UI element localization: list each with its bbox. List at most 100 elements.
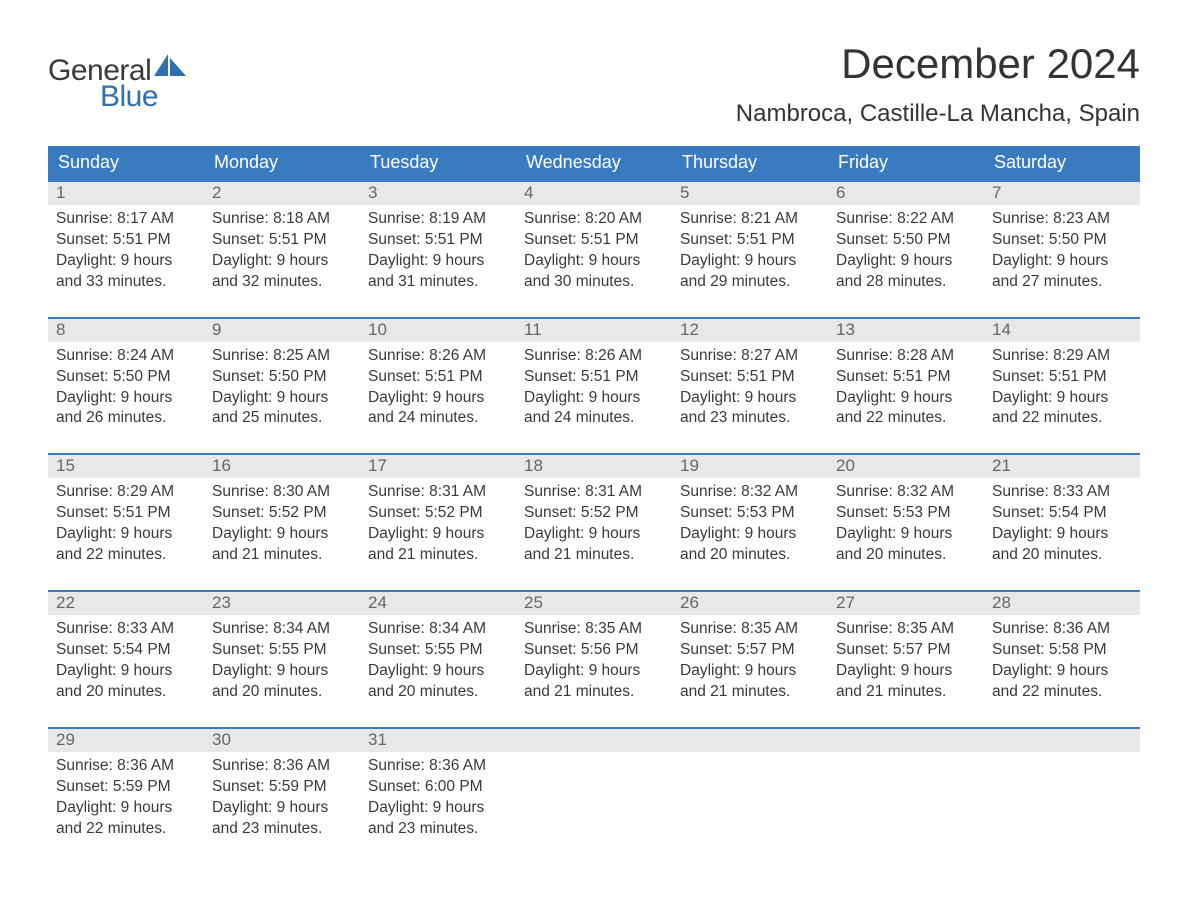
day-cell: Sunrise: 8:20 AMSunset: 5:51 PMDaylight:… bbox=[516, 205, 672, 299]
day-cell: Sunrise: 8:29 AMSunset: 5:51 PMDaylight:… bbox=[984, 342, 1140, 436]
day-cell: Sunrise: 8:36 AMSunset: 5:59 PMDaylight:… bbox=[48, 752, 204, 846]
week-row: 891011121314Sunrise: 8:24 AMSunset: 5:50… bbox=[48, 317, 1140, 436]
sunrise-line: Sunrise: 8:27 AM bbox=[680, 346, 820, 367]
day-cell: Sunrise: 8:17 AMSunset: 5:51 PMDaylight:… bbox=[48, 205, 204, 299]
day-cell: Sunrise: 8:25 AMSunset: 5:50 PMDaylight:… bbox=[204, 342, 360, 436]
daylight-line-1: Daylight: 9 hours bbox=[212, 798, 352, 819]
daycontent-strip: Sunrise: 8:17 AMSunset: 5:51 PMDaylight:… bbox=[48, 205, 1140, 299]
sunrise-line: Sunrise: 8:36 AM bbox=[212, 756, 352, 777]
day-number: 17 bbox=[360, 455, 516, 478]
daycontent-strip: Sunrise: 8:36 AMSunset: 5:59 PMDaylight:… bbox=[48, 752, 1140, 846]
day-cell: Sunrise: 8:27 AMSunset: 5:51 PMDaylight:… bbox=[672, 342, 828, 436]
daynum-strip: 22232425262728 bbox=[48, 592, 1140, 615]
sunrise-line: Sunrise: 8:31 AM bbox=[524, 482, 664, 503]
daylight-line-2: and 21 minutes. bbox=[680, 682, 820, 703]
day-cell: Sunrise: 8:35 AMSunset: 5:57 PMDaylight:… bbox=[828, 615, 984, 709]
calendar: SundayMondayTuesdayWednesdayThursdayFrid… bbox=[48, 146, 1140, 845]
daylight-line-1: Daylight: 9 hours bbox=[680, 388, 820, 409]
day-cell: Sunrise: 8:33 AMSunset: 5:54 PMDaylight:… bbox=[984, 478, 1140, 572]
logo: General Blue bbox=[48, 40, 188, 112]
daylight-line-1: Daylight: 9 hours bbox=[56, 251, 196, 272]
daycontent-strip: Sunrise: 8:33 AMSunset: 5:54 PM Daylight:… bbox=[48, 615, 1140, 709]
logo-word-blue: Blue bbox=[100, 82, 188, 112]
day-cell: Sunrise: 8:34 AMSunset: 5:55 PMDaylight:… bbox=[204, 615, 360, 709]
daylight-line-1: Daylight: 9 hours bbox=[212, 388, 352, 409]
day-cell bbox=[828, 752, 984, 846]
daylight-line-2: and 22 minutes. bbox=[56, 545, 196, 566]
daylight-line-2: and 26 minutes. bbox=[56, 408, 196, 429]
day-number: 24 bbox=[360, 592, 516, 615]
sunrise-line: Sunrise: 8:29 AM bbox=[992, 346, 1132, 367]
daylight-line-2: and 21 minutes. bbox=[524, 682, 664, 703]
daylight-line-1: Daylight: 9 hours bbox=[368, 524, 508, 545]
day-number bbox=[516, 729, 672, 752]
day-number: 5 bbox=[672, 182, 828, 205]
day-cell bbox=[672, 752, 828, 846]
day-cell: Sunrise: 8:21 AMSunset: 5:51 PMDaylight:… bbox=[672, 205, 828, 299]
day-cell: Sunrise: 8:34 AMSunset: 5:55 PMDaylight:… bbox=[360, 615, 516, 709]
sunset-line: Sunset: 5:56 PM bbox=[524, 640, 664, 661]
sunrise-line: Sunrise: 8:26 AM bbox=[524, 346, 664, 367]
day-cell: Sunrise: 8:18 AMSunset: 5:51 PMDaylight:… bbox=[204, 205, 360, 299]
sunset-line: Sunset: 5:52 PM bbox=[212, 503, 352, 524]
daylight-line-1: Daylight: 9 hours bbox=[56, 388, 196, 409]
day-cell: Sunrise: 8:31 AMSunset: 5:52 PMDaylight:… bbox=[516, 478, 672, 572]
day-number: 15 bbox=[48, 455, 204, 478]
sunset-line: Sunset: 5:51 PM bbox=[212, 230, 352, 251]
sunrise-line: Sunrise: 8:33 AM bbox=[56, 619, 196, 640]
daylight-line-1: Daylight: 9 hours bbox=[212, 661, 352, 682]
sunrise-line: Sunrise: 8:25 AM bbox=[212, 346, 352, 367]
daylight-line-2: and 30 minutes. bbox=[524, 272, 664, 293]
sunrise-line: Sunrise: 8:31 AM bbox=[368, 482, 508, 503]
day-number: 22 bbox=[48, 592, 204, 615]
day-number: 13 bbox=[828, 319, 984, 342]
daylight-line-2: and 20 minutes. bbox=[836, 545, 976, 566]
daylight-line-1: Daylight: 9 hours bbox=[524, 388, 664, 409]
sunset-line: Sunset: 5:50 PM bbox=[836, 230, 976, 251]
day-number: 30 bbox=[204, 729, 360, 752]
day-number: 28 bbox=[984, 592, 1140, 615]
day-number: 8 bbox=[48, 319, 204, 342]
dow-tuesday: Tuesday bbox=[360, 146, 516, 180]
day-number: 1 bbox=[48, 182, 204, 205]
day-number: 9 bbox=[204, 319, 360, 342]
sunset-line: Sunset: 5:51 PM bbox=[368, 230, 508, 251]
daynum-strip: 891011121314 bbox=[48, 319, 1140, 342]
day-number: 3 bbox=[360, 182, 516, 205]
sunrise-line: Sunrise: 8:34 AM bbox=[368, 619, 508, 640]
sunset-line: Sunset: 5:55 PM bbox=[368, 640, 508, 661]
sunset-line: Sunset: 5:53 PM bbox=[680, 503, 820, 524]
sunset-line: Sunset: 5:54 PM bbox=[56, 640, 196, 661]
daylight-line-2: and 23 minutes. bbox=[368, 819, 508, 840]
daylight-line-2: and 22 minutes. bbox=[992, 408, 1132, 429]
day-cell: Sunrise: 8:33 AMSunset: 5:54 PMDaylight:… bbox=[48, 615, 204, 709]
header: General Blue December 2024 Nambroca, Cas… bbox=[48, 40, 1140, 128]
sunrise-line: Sunrise: 8:36 AM bbox=[368, 756, 508, 777]
day-number: 11 bbox=[516, 319, 672, 342]
month-title: December 2024 bbox=[736, 40, 1140, 88]
day-cell: Sunrise: 8:31 AMSunset: 5:52 PMDaylight:… bbox=[360, 478, 516, 572]
sunset-line: Sunset: 6:00 PM bbox=[368, 777, 508, 798]
sunrise-line: Sunrise: 8:21 AM bbox=[680, 209, 820, 230]
daylight-line-1: Daylight: 9 hours bbox=[524, 524, 664, 545]
sunrise-line: Sunrise: 8:19 AM bbox=[368, 209, 508, 230]
sunrise-line: Sunrise: 8:20 AM bbox=[524, 209, 664, 230]
sunset-line: Sunset: 5:51 PM bbox=[680, 230, 820, 251]
day-cell: Sunrise: 8:19 AMSunset: 5:51 PMDaylight:… bbox=[360, 205, 516, 299]
sunrise-line: Sunrise: 8:26 AM bbox=[368, 346, 508, 367]
daylight-line-2: and 22 minutes. bbox=[56, 819, 196, 840]
sunset-line: Sunset: 5:51 PM bbox=[56, 230, 196, 251]
sunrise-line: Sunrise: 8:24 AM bbox=[56, 346, 196, 367]
day-cell: Sunrise: 8:26 AMSunset: 5:51 PMDaylight:… bbox=[516, 342, 672, 436]
dow-monday: Monday bbox=[204, 146, 360, 180]
sunrise-line: Sunrise: 8:36 AM bbox=[56, 756, 196, 777]
day-number: 20 bbox=[828, 455, 984, 478]
day-number: 2 bbox=[204, 182, 360, 205]
sunset-line: Sunset: 5:51 PM bbox=[680, 367, 820, 388]
week-row: 293031Sunrise: 8:36 AMSunset: 5:59 PMDay… bbox=[48, 727, 1140, 846]
daylight-line-2: and 20 minutes. bbox=[212, 682, 352, 703]
day-number bbox=[984, 729, 1140, 752]
daylight-line-2: and 23 minutes. bbox=[212, 819, 352, 840]
sunrise-line: Sunrise: 8:32 AM bbox=[680, 482, 820, 503]
sunrise-line: Sunrise: 8:35 AM bbox=[524, 619, 664, 640]
